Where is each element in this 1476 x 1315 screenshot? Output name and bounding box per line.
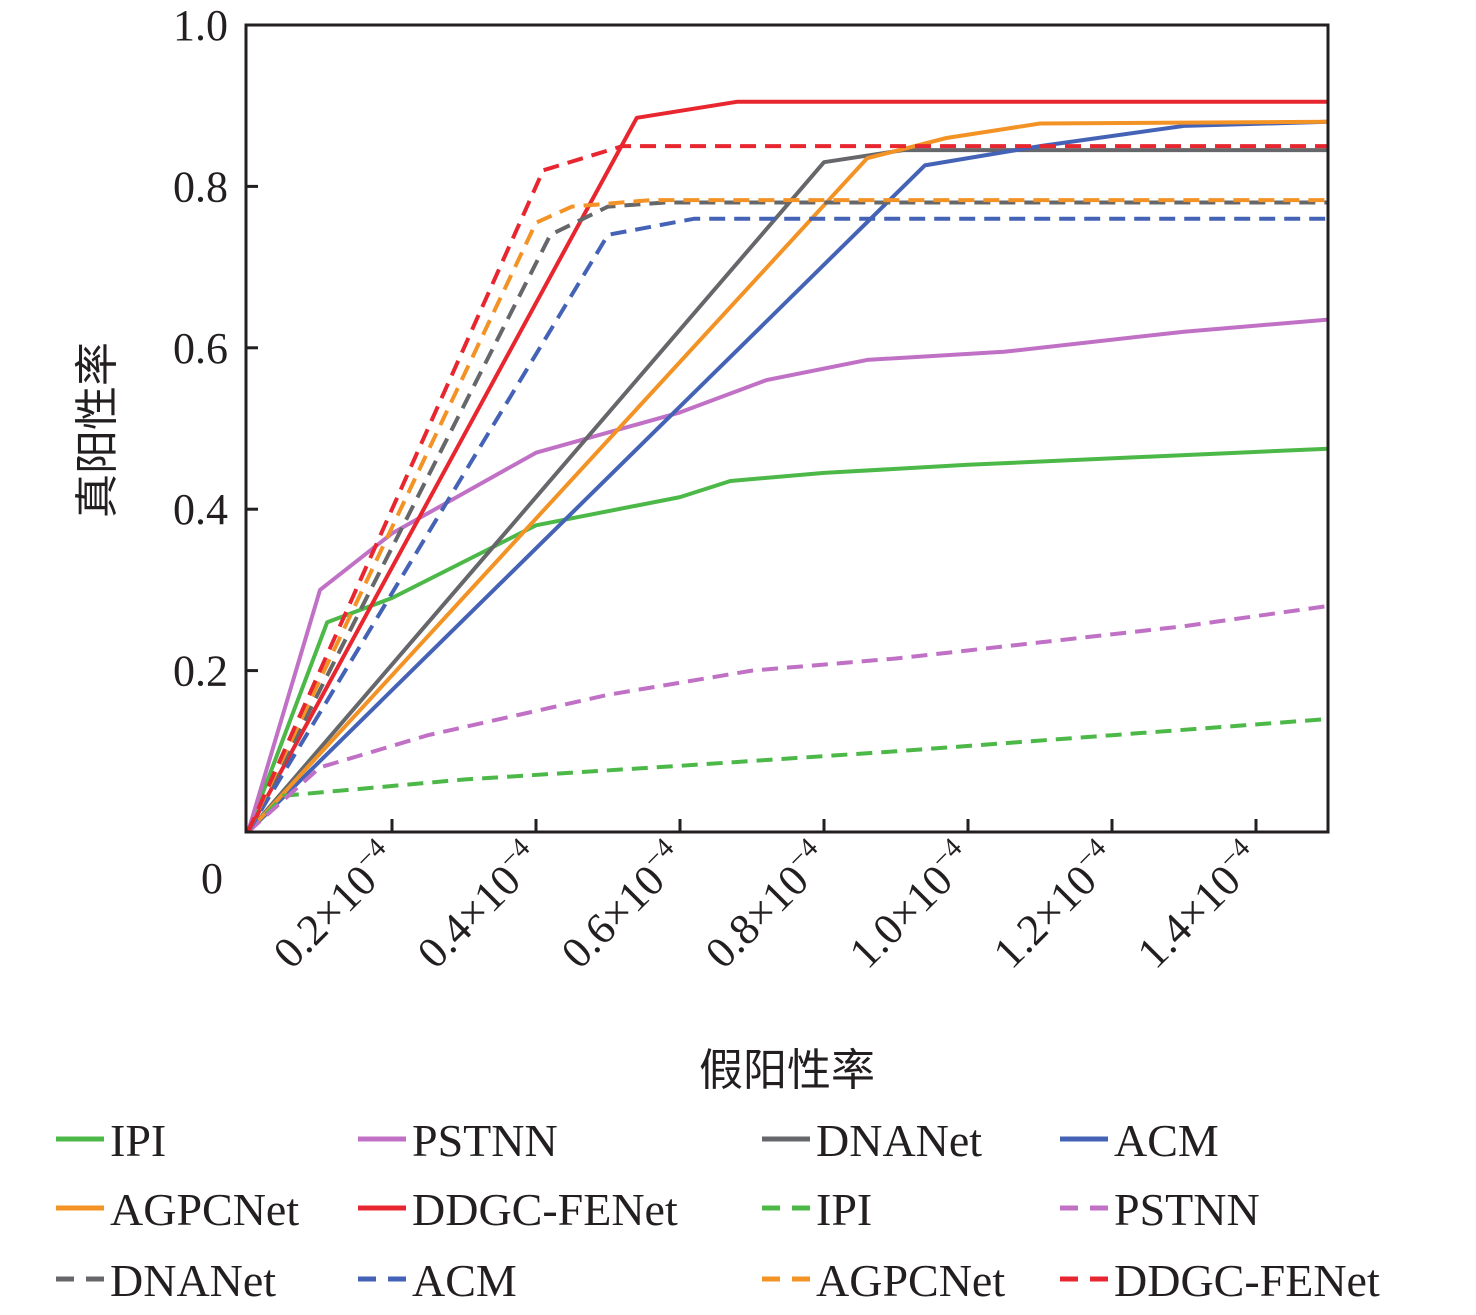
legend-item-pstnn-dashed: PSTNN	[1060, 1184, 1260, 1235]
legend-label: IPI	[816, 1184, 872, 1235]
x-tick-label: 0.6×10−4	[550, 832, 695, 977]
legend-item-ddgc-fenet-solid: DDGC-FENet	[358, 1184, 678, 1235]
x-tick-label: 0.4×10−4	[406, 832, 551, 977]
series-lines	[246, 99, 1328, 832]
y-tick-label: 0.4	[173, 485, 228, 534]
series-line-dnanet-dashed	[246, 200, 1328, 832]
series-line-acm-solid	[246, 119, 1328, 832]
legend: IPI PSTNN DNANet ACM AGPCNet DDGC-FENet IPI PST…	[56, 1115, 1380, 1306]
series-line-acm-dashed	[246, 216, 1328, 832]
legend-label: IPI	[110, 1115, 166, 1166]
legend-item-ipi-solid: IPI	[56, 1115, 166, 1166]
series-line-pstnn-solid	[246, 317, 1328, 832]
legend-item-ddgc-fenet-dashed: DDGC-FENet	[1060, 1255, 1380, 1306]
legend-item-pstnn-solid: PSTNN	[358, 1115, 558, 1166]
legend-item-acm-dashed: ACM	[358, 1255, 517, 1306]
x-axis-title: 假阳性率	[699, 1045, 875, 1096]
x-tick-label: 1.0×10−4	[838, 832, 983, 977]
series-line-agpcnet-dashed	[246, 198, 1328, 832]
origin-label: 0	[201, 854, 223, 903]
legend-label: ACM	[412, 1255, 517, 1306]
x-tick-label: 0.8×10−4	[694, 832, 839, 977]
legend-label: PSTNN	[412, 1115, 558, 1166]
series-line-pstnn-dashed	[246, 604, 1328, 832]
series-line-agpcnet-solid	[246, 119, 1328, 832]
y-axis: 0.2 0.4 0.6 0.8 1.0	[173, 1, 258, 696]
series-line-ipi-dashed	[246, 717, 1328, 832]
series-line-dnanet-solid	[246, 148, 1328, 832]
legend-label: DNANet	[816, 1115, 982, 1166]
legend-label: DNANet	[110, 1255, 276, 1306]
x-axis: 0.2×10−40.4×10−40.6×10−40.8×10−41.0×10−4…	[262, 819, 1271, 978]
legend-label: AGPCNet	[816, 1255, 1005, 1306]
legend-label: DDGC-FENet	[1114, 1255, 1380, 1306]
legend-label: PSTNN	[1114, 1184, 1260, 1235]
series-line-ipi-solid	[246, 446, 1328, 832]
legend-item-dnanet-solid: DNANet	[762, 1115, 982, 1166]
legend-label: AGPCNet	[110, 1184, 299, 1235]
y-axis-title: 真阳性率	[72, 342, 123, 518]
legend-item-agpcnet-dashed: AGPCNet	[762, 1255, 1005, 1306]
x-tick-label: 0.2×10−4	[262, 832, 407, 977]
legend-item-agpcnet-solid: AGPCNet	[56, 1184, 299, 1235]
y-tick-label: 1.0	[173, 1, 228, 50]
legend-label: DDGC-FENet	[412, 1184, 678, 1235]
x-tick-label: 1.2×10−4	[982, 832, 1127, 977]
series-line-ddgc-fenet-dashed	[246, 144, 1328, 832]
series-line-ddgc-fenet-solid	[246, 99, 1328, 832]
legend-label: ACM	[1114, 1115, 1219, 1166]
legend-item-acm-solid: ACM	[1060, 1115, 1219, 1166]
y-tick-label: 0.6	[173, 324, 228, 373]
y-tick-label: 0.2	[173, 647, 228, 696]
x-tick-label: 1.4×10−4	[1126, 832, 1271, 977]
plot-frame	[244, 23, 1330, 834]
y-tick-label: 0.8	[173, 162, 228, 211]
legend-item-dnanet-dashed: DNANet	[56, 1255, 276, 1306]
legend-item-ipi-dashed: IPI	[762, 1184, 872, 1235]
